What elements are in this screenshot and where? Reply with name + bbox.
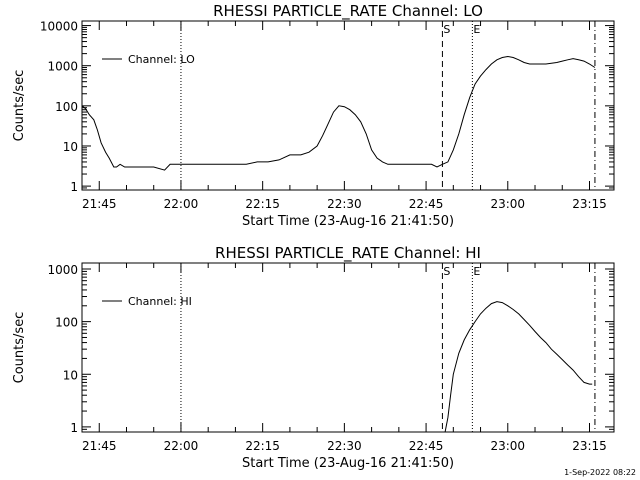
x-axis-label-1: Start Time (23-Aug-16 21:41:50) <box>242 214 454 229</box>
series-line-1 <box>81 55 596 171</box>
x-tick-label: 21:45 <box>82 197 117 211</box>
x-tick-label: 22:45 <box>409 439 444 453</box>
x-tick-label: 22:00 <box>164 197 199 211</box>
y-axis-label-2: Counts/sec <box>12 312 27 384</box>
y-tick-label: 10 <box>63 140 78 154</box>
x-tick-label: 23:15 <box>572 439 607 453</box>
marker-label-e: E <box>473 265 480 278</box>
y-tick-label: 100 <box>55 100 78 114</box>
x-tick-label: 22:15 <box>245 197 280 211</box>
y-tick-label: 1000 <box>47 60 78 74</box>
marker-label-s: S <box>443 23 450 36</box>
timestamp: 1-Sep-2022 08:22 <box>564 468 636 477</box>
x-tick-label: 22:00 <box>164 439 199 453</box>
marker-label-e: E <box>473 23 480 36</box>
x-tick-label: 22:15 <box>245 439 280 453</box>
x-tick-label: 23:15 <box>572 197 607 211</box>
series-line-2 <box>444 301 593 433</box>
x-tick-label: 22:30 <box>327 439 362 453</box>
y-tick-label: 10000 <box>40 20 78 34</box>
y-tick-label: 1 <box>70 421 78 435</box>
x-tick-label: 23:00 <box>490 439 525 453</box>
y-tick-label: 1000 <box>47 263 78 277</box>
marker-label-s: S <box>443 265 450 278</box>
x-tick-label: 22:45 <box>409 197 444 211</box>
chart-title-1: RHESSI PARTICLE_RATE Channel: LO <box>213 2 483 21</box>
plot-frame-2 <box>81 262 615 433</box>
plot-frame-1 <box>81 20 615 191</box>
x-tick-label: 21:45 <box>82 439 117 453</box>
chart-title-2: RHESSI PARTICLE_RATE Channel: HI <box>215 244 481 263</box>
legend-label-2: Channel: HI <box>128 295 192 308</box>
x-axis-label-2: Start Time (23-Aug-16 21:41:50) <box>242 456 454 471</box>
y-tick-label: 10 <box>63 368 78 382</box>
y-tick-label: 100 <box>55 316 78 330</box>
x-tick-label: 23:00 <box>490 197 525 211</box>
y-axis-label-1: Counts/sec <box>12 70 27 142</box>
x-tick-label: 22:30 <box>327 197 362 211</box>
legend-label-1: Channel: LO <box>128 53 195 66</box>
y-tick-label: 1 <box>70 180 78 194</box>
